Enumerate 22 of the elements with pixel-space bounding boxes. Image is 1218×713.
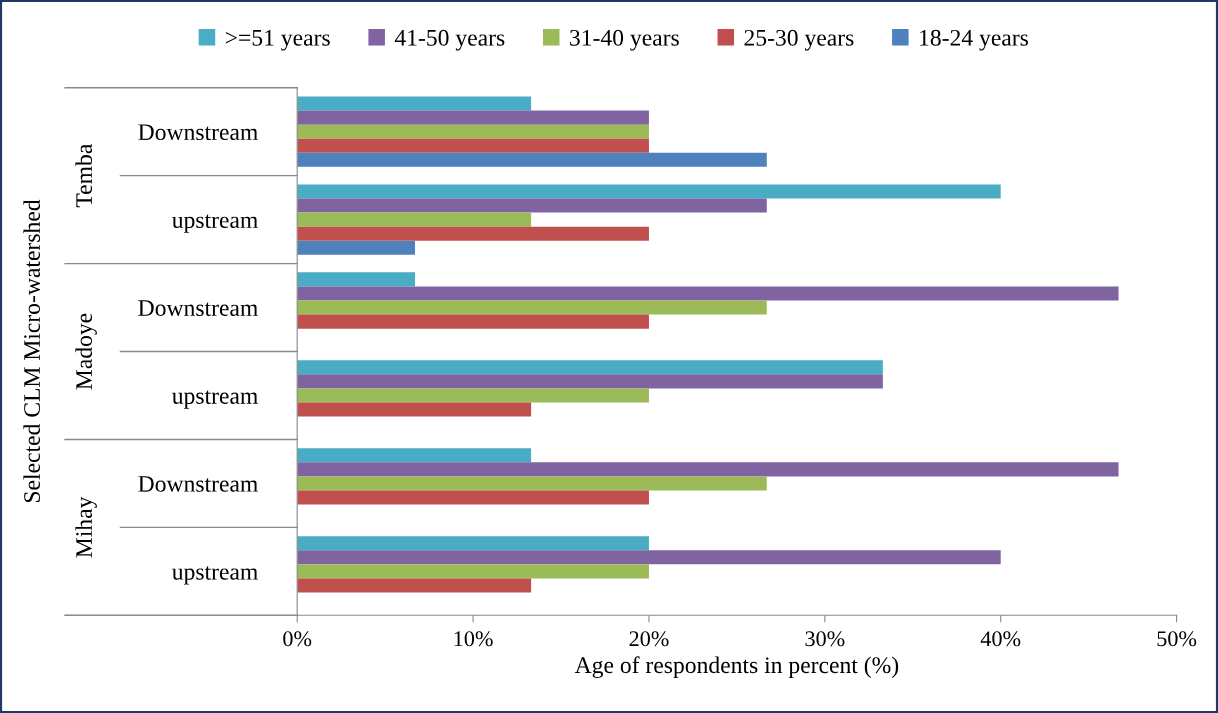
text: Mihay: [75, 496, 97, 558]
x-tick-label: 10%: [454, 631, 493, 647]
y-tick-label: Downstream: [138, 300, 258, 316]
legend-label: 31-40 years: [570, 29, 679, 51]
legend-label: 18-24 years: [920, 29, 1028, 51]
x-tick-label: 0%: [283, 631, 312, 647]
x-tick-label: 40%: [980, 631, 1021, 647]
y-tick-label: upstream: [172, 214, 258, 233]
legend-label: 25-30 years: [744, 29, 854, 51]
y-tick-label: Downstream: [138, 476, 258, 492]
text: Temba: [75, 144, 93, 208]
x-tick-label: 20%: [629, 631, 669, 647]
x-tick-label: 30%: [805, 631, 845, 647]
x-axis-title: Age of respondents in percent (%): [574, 656, 899, 679]
legend-label: >=51 years: [225, 29, 330, 51]
y-tick-label: Downstream: [138, 124, 258, 141]
legend-label: 41-50 years: [394, 29, 505, 51]
y-tick-label: upstream: [172, 390, 258, 409]
x-tick-label: 50%: [1157, 631, 1197, 647]
y-axis-title: Selected CLM Micro-watershed: [23, 199, 41, 503]
text: Madoye: [75, 313, 97, 390]
y-tick-label: upstream: [172, 566, 258, 585]
